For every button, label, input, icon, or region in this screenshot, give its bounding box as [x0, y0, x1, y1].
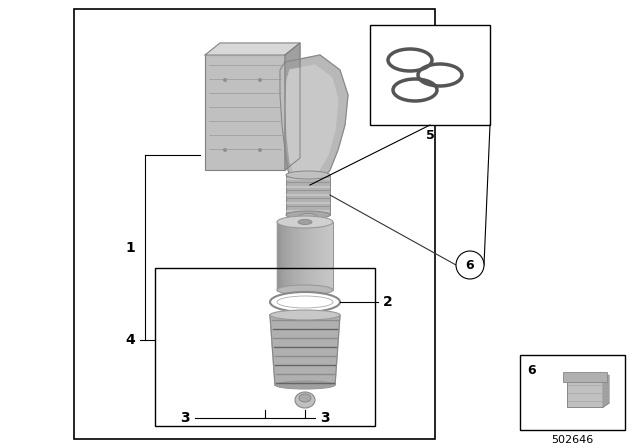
Bar: [275, 315, 335, 385]
Bar: [277, 222, 333, 290]
Polygon shape: [205, 43, 300, 55]
Text: 1: 1: [125, 241, 135, 255]
Ellipse shape: [270, 310, 340, 320]
Bar: [286, 175, 330, 215]
Text: 2: 2: [383, 295, 393, 309]
Bar: [567, 379, 603, 407]
Ellipse shape: [286, 211, 330, 219]
Text: 3: 3: [180, 411, 190, 425]
Circle shape: [258, 78, 262, 82]
Ellipse shape: [277, 216, 333, 228]
Ellipse shape: [275, 381, 335, 389]
Ellipse shape: [295, 392, 315, 408]
Text: 6: 6: [466, 258, 474, 271]
Ellipse shape: [299, 214, 317, 220]
Text: 3: 3: [320, 411, 330, 425]
Bar: [277, 222, 333, 290]
Ellipse shape: [426, 69, 454, 81]
Ellipse shape: [401, 84, 429, 96]
Circle shape: [258, 148, 262, 152]
Ellipse shape: [299, 394, 311, 402]
Text: 6: 6: [528, 363, 536, 376]
Ellipse shape: [277, 296, 333, 308]
Text: 5: 5: [426, 129, 435, 142]
Bar: [563, 372, 607, 382]
Circle shape: [223, 148, 227, 152]
Text: 502646: 502646: [551, 435, 593, 445]
Bar: [74, 9, 435, 439]
Ellipse shape: [298, 220, 312, 224]
Polygon shape: [280, 55, 348, 188]
Bar: [155, 268, 375, 426]
Bar: [370, 25, 490, 125]
Polygon shape: [270, 315, 340, 385]
Bar: [520, 355, 625, 430]
Ellipse shape: [396, 54, 424, 66]
Text: 4: 4: [125, 333, 135, 347]
Ellipse shape: [277, 285, 333, 295]
Circle shape: [223, 78, 227, 82]
Circle shape: [456, 251, 484, 279]
Ellipse shape: [286, 171, 330, 179]
Polygon shape: [603, 375, 609, 407]
Polygon shape: [286, 65, 338, 178]
Ellipse shape: [270, 292, 340, 312]
Bar: [205, 55, 285, 170]
Polygon shape: [285, 43, 300, 170]
